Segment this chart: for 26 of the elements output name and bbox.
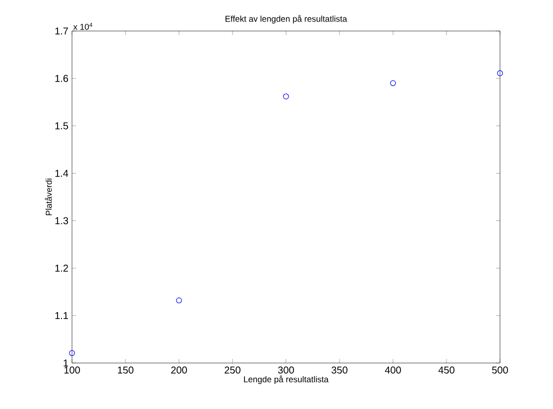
x-axis-title: Lengde på resultatlista [244, 375, 329, 384]
y-tick-label: 1.5 [55, 122, 68, 130]
point [497, 70, 503, 76]
x-tick-label: 150 [118, 366, 134, 374]
x-tick-label: 500 [492, 366, 508, 374]
x-tick-label: 100 [64, 366, 80, 374]
y-tick-label: 1.1 [55, 312, 68, 319]
point [283, 94, 289, 100]
y-axis-title: Platåverdi [44, 178, 52, 216]
x-tick-label: 200 [171, 366, 187, 374]
y-tick-label: 1.7 [55, 28, 68, 34]
point [176, 297, 182, 304]
y-tick-label: 1.4 [55, 170, 68, 177]
x-tick-label: 400 [384, 366, 401, 374]
text: x 10$^{4}$ [73, 22, 92, 30]
x-tick-label: 250 [224, 366, 240, 374]
chart-title: Effekt av lengden på resultatlista [226, 14, 348, 24]
y-tick-label: 1 [64, 360, 68, 366]
x-tick-label: 300 [278, 366, 294, 374]
y-tick-label: 1.6 [55, 74, 68, 82]
point [69, 350, 75, 356]
point [390, 80, 396, 86]
x-tick-label: 350 [332, 366, 348, 374]
y-tick-label: 1.2 [55, 264, 68, 272]
x-tick-label: 450 [438, 366, 454, 374]
y-tick-label: 1.3 [55, 217, 68, 224]
